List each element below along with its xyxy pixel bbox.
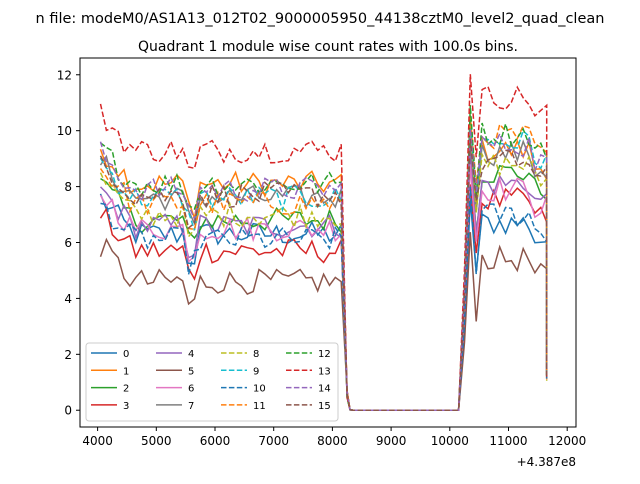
legend-label-7: 7 xyxy=(188,401,194,412)
x-tick-label: 8000 xyxy=(317,434,348,448)
y-tick-label: 6 xyxy=(64,236,72,250)
chart-title: Quadrant 1 module wise count rates with … xyxy=(138,39,518,55)
series-line-7 xyxy=(99,135,548,411)
plot-area xyxy=(99,74,548,411)
series-line-15 xyxy=(99,138,548,411)
legend-label-6: 6 xyxy=(188,384,194,395)
y-tick-label: 12 xyxy=(57,68,72,82)
legend-label-9: 9 xyxy=(253,366,259,377)
x-tick-label: 10000 xyxy=(431,434,469,448)
x-tick-label: 9000 xyxy=(376,434,407,448)
series-line-10 xyxy=(100,186,548,411)
legend-label-1: 1 xyxy=(123,366,129,377)
x-tick-label: 6000 xyxy=(200,434,231,448)
x-tick-label: 11000 xyxy=(489,434,527,448)
y-tick-label: 2 xyxy=(64,348,72,362)
y-tick-label: 8 xyxy=(64,180,72,194)
legend-label-3: 3 xyxy=(123,401,129,412)
x-tick-label: 5000 xyxy=(141,434,172,448)
legend-label-5: 5 xyxy=(188,366,194,377)
legend-box xyxy=(85,342,339,422)
figure-suptitle: n file: modeM0/AS1A13_012T02_9000005950_… xyxy=(36,11,605,27)
series-line-8 xyxy=(99,124,548,411)
y-tick-label: 4 xyxy=(64,292,72,306)
legend-label-4: 4 xyxy=(188,349,194,360)
series-line-5 xyxy=(99,232,548,411)
x-axis: 4000 5000 6000 7000 8000 9000 10000 11000 12000 xyxy=(82,427,586,448)
x-offset-text: +4.387e8 xyxy=(517,455,576,469)
legend-label-15: 15 xyxy=(318,401,331,412)
legend-label-2: 2 xyxy=(123,384,129,395)
y-axis: 0 2 4 6 8 10 12 xyxy=(57,68,80,418)
legend-label-10: 10 xyxy=(253,384,266,395)
x-tick-label: 12000 xyxy=(548,434,586,448)
x-tick-label: 7000 xyxy=(258,434,289,448)
series-line-4 xyxy=(99,148,548,411)
legend-label-8: 8 xyxy=(253,349,259,360)
series-line-6 xyxy=(99,164,548,411)
series-line-13 xyxy=(99,74,548,411)
series-line-14 xyxy=(99,128,548,411)
legend-label-11: 11 xyxy=(253,401,266,412)
legend-label-14: 14 xyxy=(318,384,331,395)
y-tick-label: 10 xyxy=(57,124,72,138)
x-tick-label: 4000 xyxy=(82,434,113,448)
legend-label-12: 12 xyxy=(318,349,331,360)
y-tick-label: 0 xyxy=(64,404,72,418)
legend-label-0: 0 xyxy=(123,349,129,360)
legend-label-13: 13 xyxy=(318,366,331,377)
